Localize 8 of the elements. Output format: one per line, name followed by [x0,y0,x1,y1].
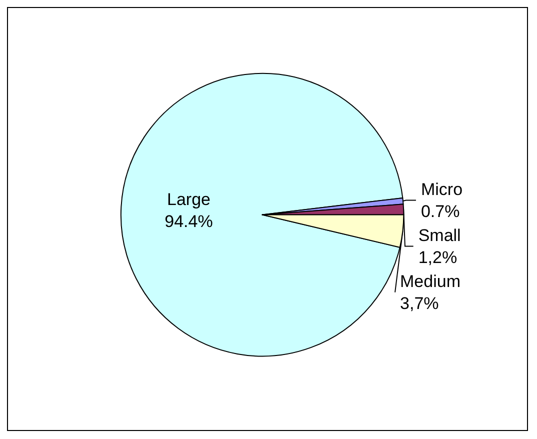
slice-label: Micro [420,180,463,199]
slice-label: Medium [400,272,460,291]
data-label: 1,2% [418,248,458,267]
data-label: 94.4% [164,212,213,232]
data-label: 0.7% [420,202,460,221]
slice-label: Large [167,190,210,210]
data-label: 3,7% [400,294,439,313]
slice-label: Small [418,226,461,245]
